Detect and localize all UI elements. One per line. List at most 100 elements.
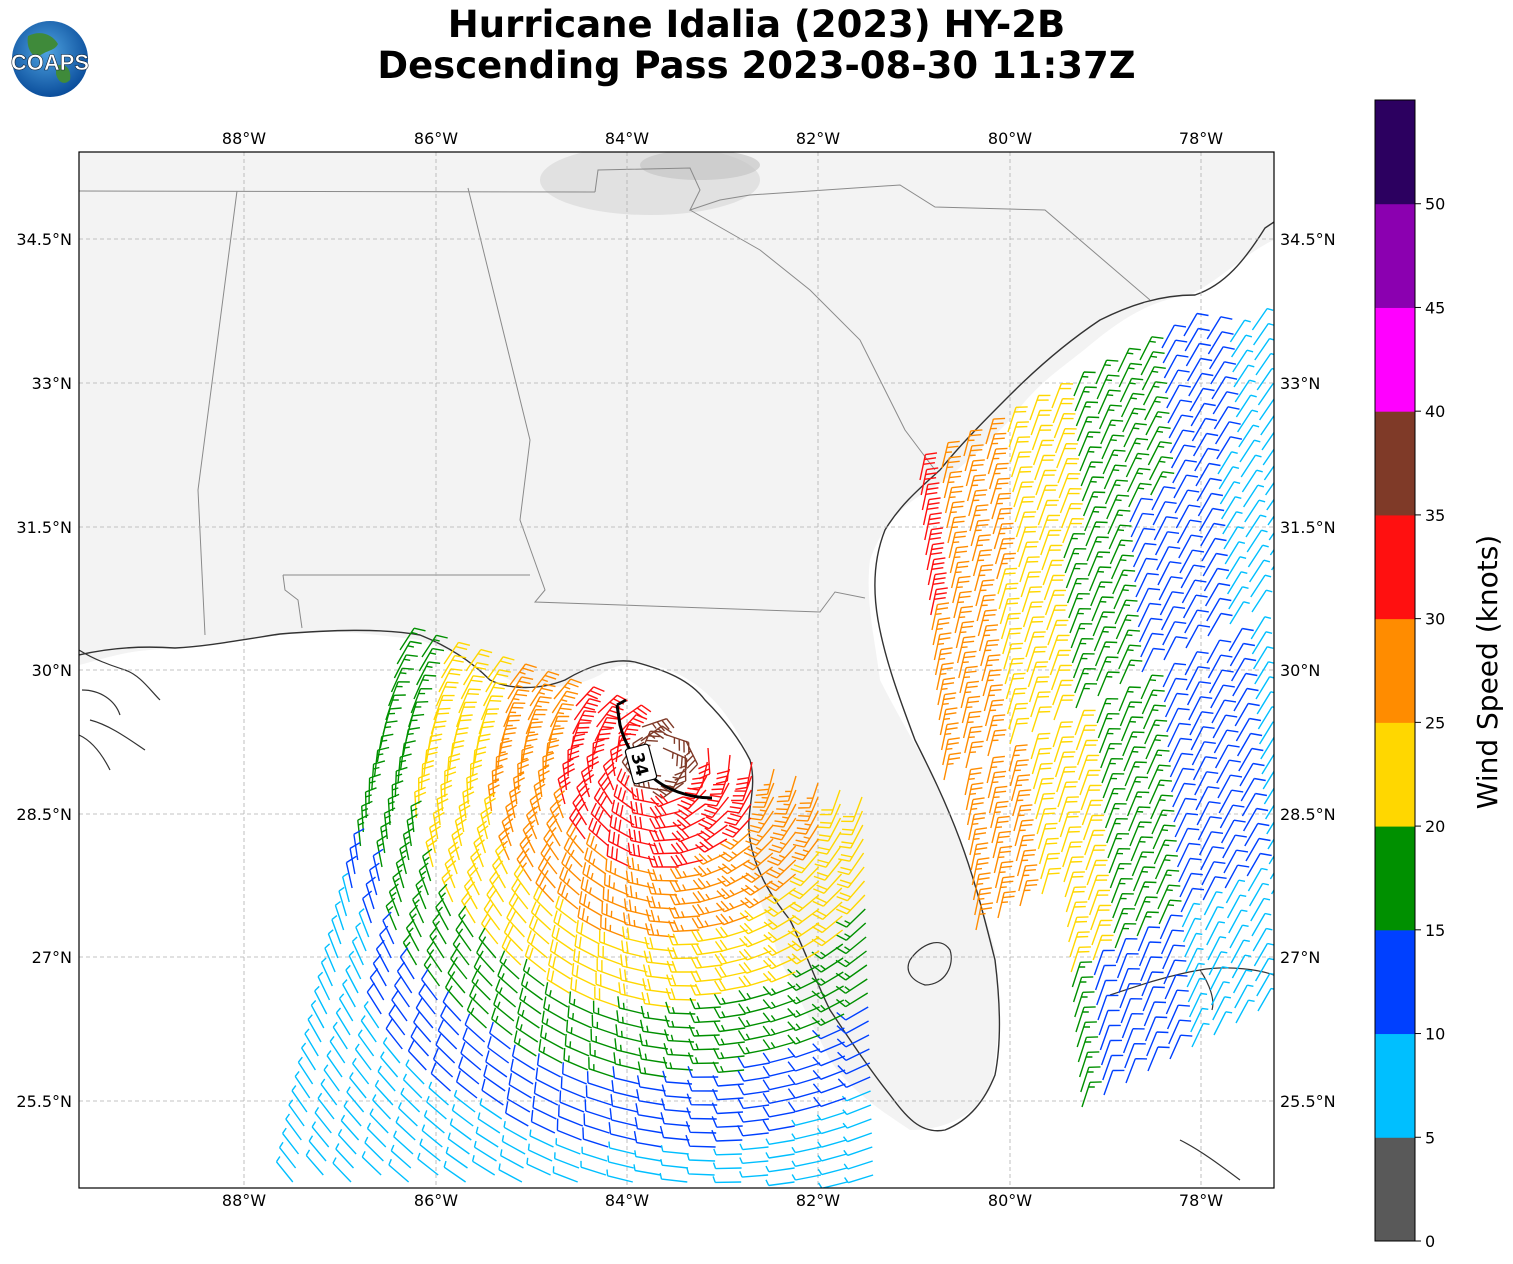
wind-barb bbox=[792, 824, 819, 848]
wind-barb bbox=[617, 996, 645, 1015]
title-line-2: Descending Pass 2023-08-30 11:37Z bbox=[377, 44, 1136, 87]
wind-barb bbox=[1237, 409, 1259, 433]
wind-barb bbox=[562, 758, 576, 791]
lon-tick-bottom-82: 82°W bbox=[796, 1191, 840, 1210]
wind-barb bbox=[1008, 421, 1029, 448]
lon-tick-bottom-88: 88°W bbox=[222, 1191, 266, 1210]
wind-barb bbox=[305, 1149, 324, 1176]
wind-barb bbox=[1047, 619, 1069, 646]
lon-tick-bottom-84: 84°W bbox=[605, 1191, 649, 1210]
wind-barb bbox=[787, 1006, 820, 1018]
wind-barb bbox=[1146, 1031, 1169, 1057]
wind-barb bbox=[399, 627, 426, 651]
wind-barb bbox=[1190, 726, 1215, 751]
wind-barb bbox=[540, 1024, 564, 1050]
wind-barb bbox=[980, 639, 1000, 667]
wind-barb bbox=[569, 807, 586, 840]
wind-barb bbox=[1076, 416, 1100, 442]
wind-barb bbox=[507, 676, 534, 700]
wind-barb bbox=[986, 755, 1005, 784]
wind-barb bbox=[1262, 770, 1274, 790]
wind-barb bbox=[1020, 571, 1041, 598]
wind-barb bbox=[329, 1035, 346, 1064]
wind-barb bbox=[1075, 724, 1097, 751]
wind-barb bbox=[738, 975, 772, 988]
wind-barb bbox=[1129, 497, 1153, 523]
wind-barb bbox=[944, 485, 964, 514]
wind-barb bbox=[1206, 316, 1233, 340]
wind-barb bbox=[418, 983, 436, 1015]
wind-barb bbox=[530, 1110, 556, 1134]
wind-barb bbox=[320, 1078, 338, 1106]
wind-barb bbox=[1070, 623, 1093, 649]
wind-barb bbox=[946, 500, 965, 529]
wind-barb bbox=[1137, 926, 1161, 952]
lat-tick-left-28-5: 28.5°N bbox=[16, 805, 72, 824]
wind-barb bbox=[489, 1021, 511, 1050]
wind-barb bbox=[1109, 539, 1133, 565]
wind-barb bbox=[700, 796, 730, 819]
wind-barb bbox=[485, 669, 511, 693]
wind-barb bbox=[796, 796, 819, 822]
wind-barb bbox=[963, 429, 983, 457]
lat-tick-left-31-5: 31.5°N bbox=[16, 518, 72, 537]
wind-barb bbox=[669, 880, 702, 893]
wind-barb bbox=[421, 634, 448, 658]
wind-barb bbox=[1252, 927, 1273, 952]
wind-barb bbox=[692, 903, 725, 916]
wind-barb bbox=[598, 930, 625, 952]
wind-barb bbox=[1071, 638, 1094, 664]
wind-barb bbox=[738, 1003, 771, 1014]
wind-barb bbox=[1080, 1066, 1101, 1093]
lon-tick-top-82: 82°W bbox=[796, 129, 840, 148]
wind-barb bbox=[485, 1050, 508, 1078]
wind-barb bbox=[1065, 886, 1087, 913]
wind-barb bbox=[580, 876, 604, 903]
lat-tick-right-33: 33°N bbox=[1280, 374, 1320, 393]
wind-barb bbox=[1184, 651, 1209, 676]
wind-barb bbox=[724, 803, 752, 826]
wind-barb bbox=[1260, 414, 1274, 436]
wind-barb bbox=[430, 1062, 451, 1092]
wind-barb bbox=[837, 1062, 871, 1075]
wind-barb bbox=[623, 912, 651, 931]
wind-barb bbox=[385, 1018, 403, 1050]
wind-barb bbox=[1138, 617, 1163, 643]
wind-barb bbox=[660, 1158, 689, 1169]
wind-barb bbox=[1180, 564, 1206, 589]
wind-barb bbox=[607, 829, 633, 854]
wind-barb bbox=[1143, 1001, 1167, 1027]
wind-barb bbox=[1225, 879, 1246, 904]
wind-barb bbox=[519, 987, 542, 1015]
wind-barb bbox=[591, 1014, 618, 1036]
wind-barb bbox=[934, 647, 953, 676]
wind-barb bbox=[1078, 1051, 1100, 1078]
wind-barb bbox=[1014, 496, 1035, 523]
wind-barb bbox=[1103, 1069, 1125, 1096]
wind-barb bbox=[1085, 844, 1107, 871]
wind-barb bbox=[1204, 582, 1231, 607]
wind-barb bbox=[501, 813, 514, 847]
wind-barb bbox=[548, 715, 570, 742]
wind-barb bbox=[505, 689, 530, 714]
wind-barb bbox=[1072, 976, 1094, 1003]
wind-barb bbox=[1225, 556, 1247, 580]
wind-barb bbox=[817, 1153, 847, 1162]
wind-barb bbox=[1222, 511, 1243, 535]
wind-barb bbox=[1269, 871, 1274, 880]
wind-barb bbox=[663, 1043, 694, 1057]
wind-barb bbox=[1053, 413, 1076, 439]
wind-barb bbox=[613, 1052, 641, 1071]
wind-barb bbox=[1041, 544, 1063, 571]
wind-barb bbox=[387, 793, 400, 826]
wind-barb bbox=[1051, 383, 1074, 409]
wind-barb bbox=[1091, 919, 1113, 946]
wind-barb bbox=[763, 915, 796, 931]
wind-barb bbox=[1162, 944, 1186, 970]
wind-barb bbox=[453, 1089, 476, 1113]
wind-barb bbox=[1128, 482, 1152, 508]
wind-barb bbox=[1121, 1013, 1144, 1039]
colorbar-tick-label: 30 bbox=[1425, 610, 1445, 629]
wind-barb bbox=[533, 1081, 559, 1106]
wind-barb bbox=[1188, 992, 1208, 1018]
